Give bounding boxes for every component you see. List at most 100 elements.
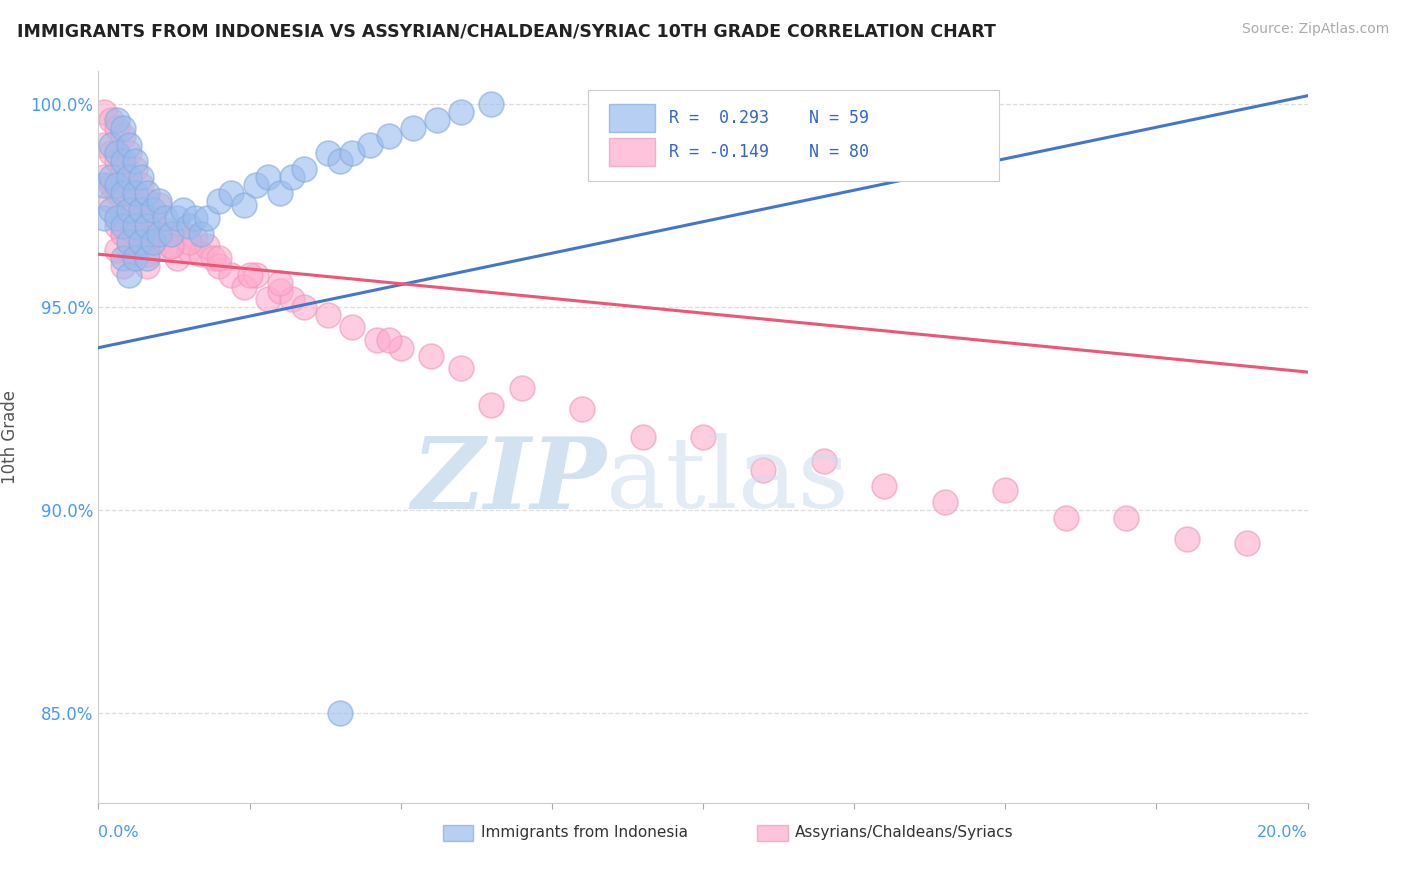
Point — [105, 243, 128, 257]
Point — [111, 194, 134, 209]
Point — [329, 706, 352, 721]
Point — [105, 121, 128, 136]
Point — [124, 161, 146, 176]
Point — [256, 292, 278, 306]
Point — [172, 202, 194, 217]
Point — [190, 247, 212, 261]
Point — [100, 194, 122, 209]
Point — [118, 202, 141, 217]
Point — [118, 137, 141, 152]
Point — [135, 219, 157, 233]
Point — [269, 284, 291, 298]
Point — [377, 129, 399, 144]
Point — [111, 227, 134, 241]
Point — [179, 219, 201, 233]
Point — [153, 211, 176, 225]
Point — [208, 260, 231, 274]
Point — [389, 341, 412, 355]
Point — [100, 178, 122, 193]
Point — [129, 202, 152, 217]
Point — [111, 186, 134, 201]
Point — [269, 186, 291, 201]
Point — [111, 153, 134, 168]
Point — [118, 145, 141, 160]
Point — [124, 219, 146, 233]
Point — [221, 268, 243, 282]
Point — [105, 113, 128, 128]
FancyBboxPatch shape — [588, 90, 1000, 181]
Point — [292, 300, 315, 314]
Point — [100, 169, 122, 184]
Point — [221, 186, 243, 201]
Point — [202, 252, 225, 266]
Point — [172, 227, 194, 241]
Point — [190, 227, 212, 241]
Point — [118, 169, 141, 184]
Point — [142, 235, 165, 249]
Point — [124, 186, 146, 201]
Point — [111, 219, 134, 233]
Point — [100, 137, 122, 152]
Point — [316, 308, 339, 322]
Point — [93, 105, 115, 120]
Point — [160, 239, 183, 253]
Point — [129, 235, 152, 249]
Point — [377, 333, 399, 347]
Text: Source: ZipAtlas.com: Source: ZipAtlas.com — [1241, 22, 1389, 37]
Point — [148, 231, 170, 245]
FancyBboxPatch shape — [609, 104, 655, 132]
Point — [195, 239, 218, 253]
Point — [316, 145, 339, 160]
Point — [1054, 511, 1077, 525]
Point — [281, 169, 304, 184]
Point — [105, 153, 128, 168]
Point — [124, 239, 146, 253]
Point — [135, 247, 157, 261]
Point — [360, 137, 382, 152]
FancyBboxPatch shape — [609, 138, 655, 166]
Point — [450, 105, 472, 120]
Point — [342, 320, 364, 334]
Text: R = -0.149    N = 80: R = -0.149 N = 80 — [669, 143, 869, 161]
Point — [118, 268, 141, 282]
Point — [135, 186, 157, 201]
Point — [195, 211, 218, 225]
Point — [93, 137, 115, 152]
Point — [184, 211, 207, 225]
Point — [148, 194, 170, 209]
Point — [160, 239, 183, 253]
Point — [256, 169, 278, 184]
Point — [481, 96, 503, 111]
Point — [118, 211, 141, 225]
Point — [100, 202, 122, 217]
Point — [93, 211, 115, 225]
Text: atlas: atlas — [606, 434, 849, 529]
FancyBboxPatch shape — [443, 825, 474, 841]
Point — [148, 227, 170, 241]
Point — [692, 430, 714, 444]
Point — [481, 398, 503, 412]
Point — [631, 430, 654, 444]
Point — [142, 243, 165, 257]
Point — [118, 243, 141, 257]
Point — [239, 268, 262, 282]
Point — [184, 231, 207, 245]
Point — [135, 227, 157, 241]
Point — [934, 495, 956, 509]
Point — [752, 462, 775, 476]
Point — [245, 268, 267, 282]
Text: 0.0%: 0.0% — [98, 825, 139, 839]
Point — [148, 198, 170, 212]
Point — [124, 252, 146, 266]
Point — [232, 198, 254, 212]
Point — [105, 219, 128, 233]
Point — [93, 178, 115, 193]
Text: IMMIGRANTS FROM INDONESIA VS ASSYRIAN/CHALDEAN/SYRIAC 10TH GRADE CORRELATION CHA: IMMIGRANTS FROM INDONESIA VS ASSYRIAN/CH… — [17, 22, 995, 40]
Text: ZIP: ZIP — [412, 433, 606, 529]
Y-axis label: 10th Grade: 10th Grade — [1, 390, 20, 484]
Point — [179, 235, 201, 249]
Point — [135, 260, 157, 274]
Point — [366, 333, 388, 347]
Point — [1115, 511, 1137, 525]
Point — [281, 292, 304, 306]
